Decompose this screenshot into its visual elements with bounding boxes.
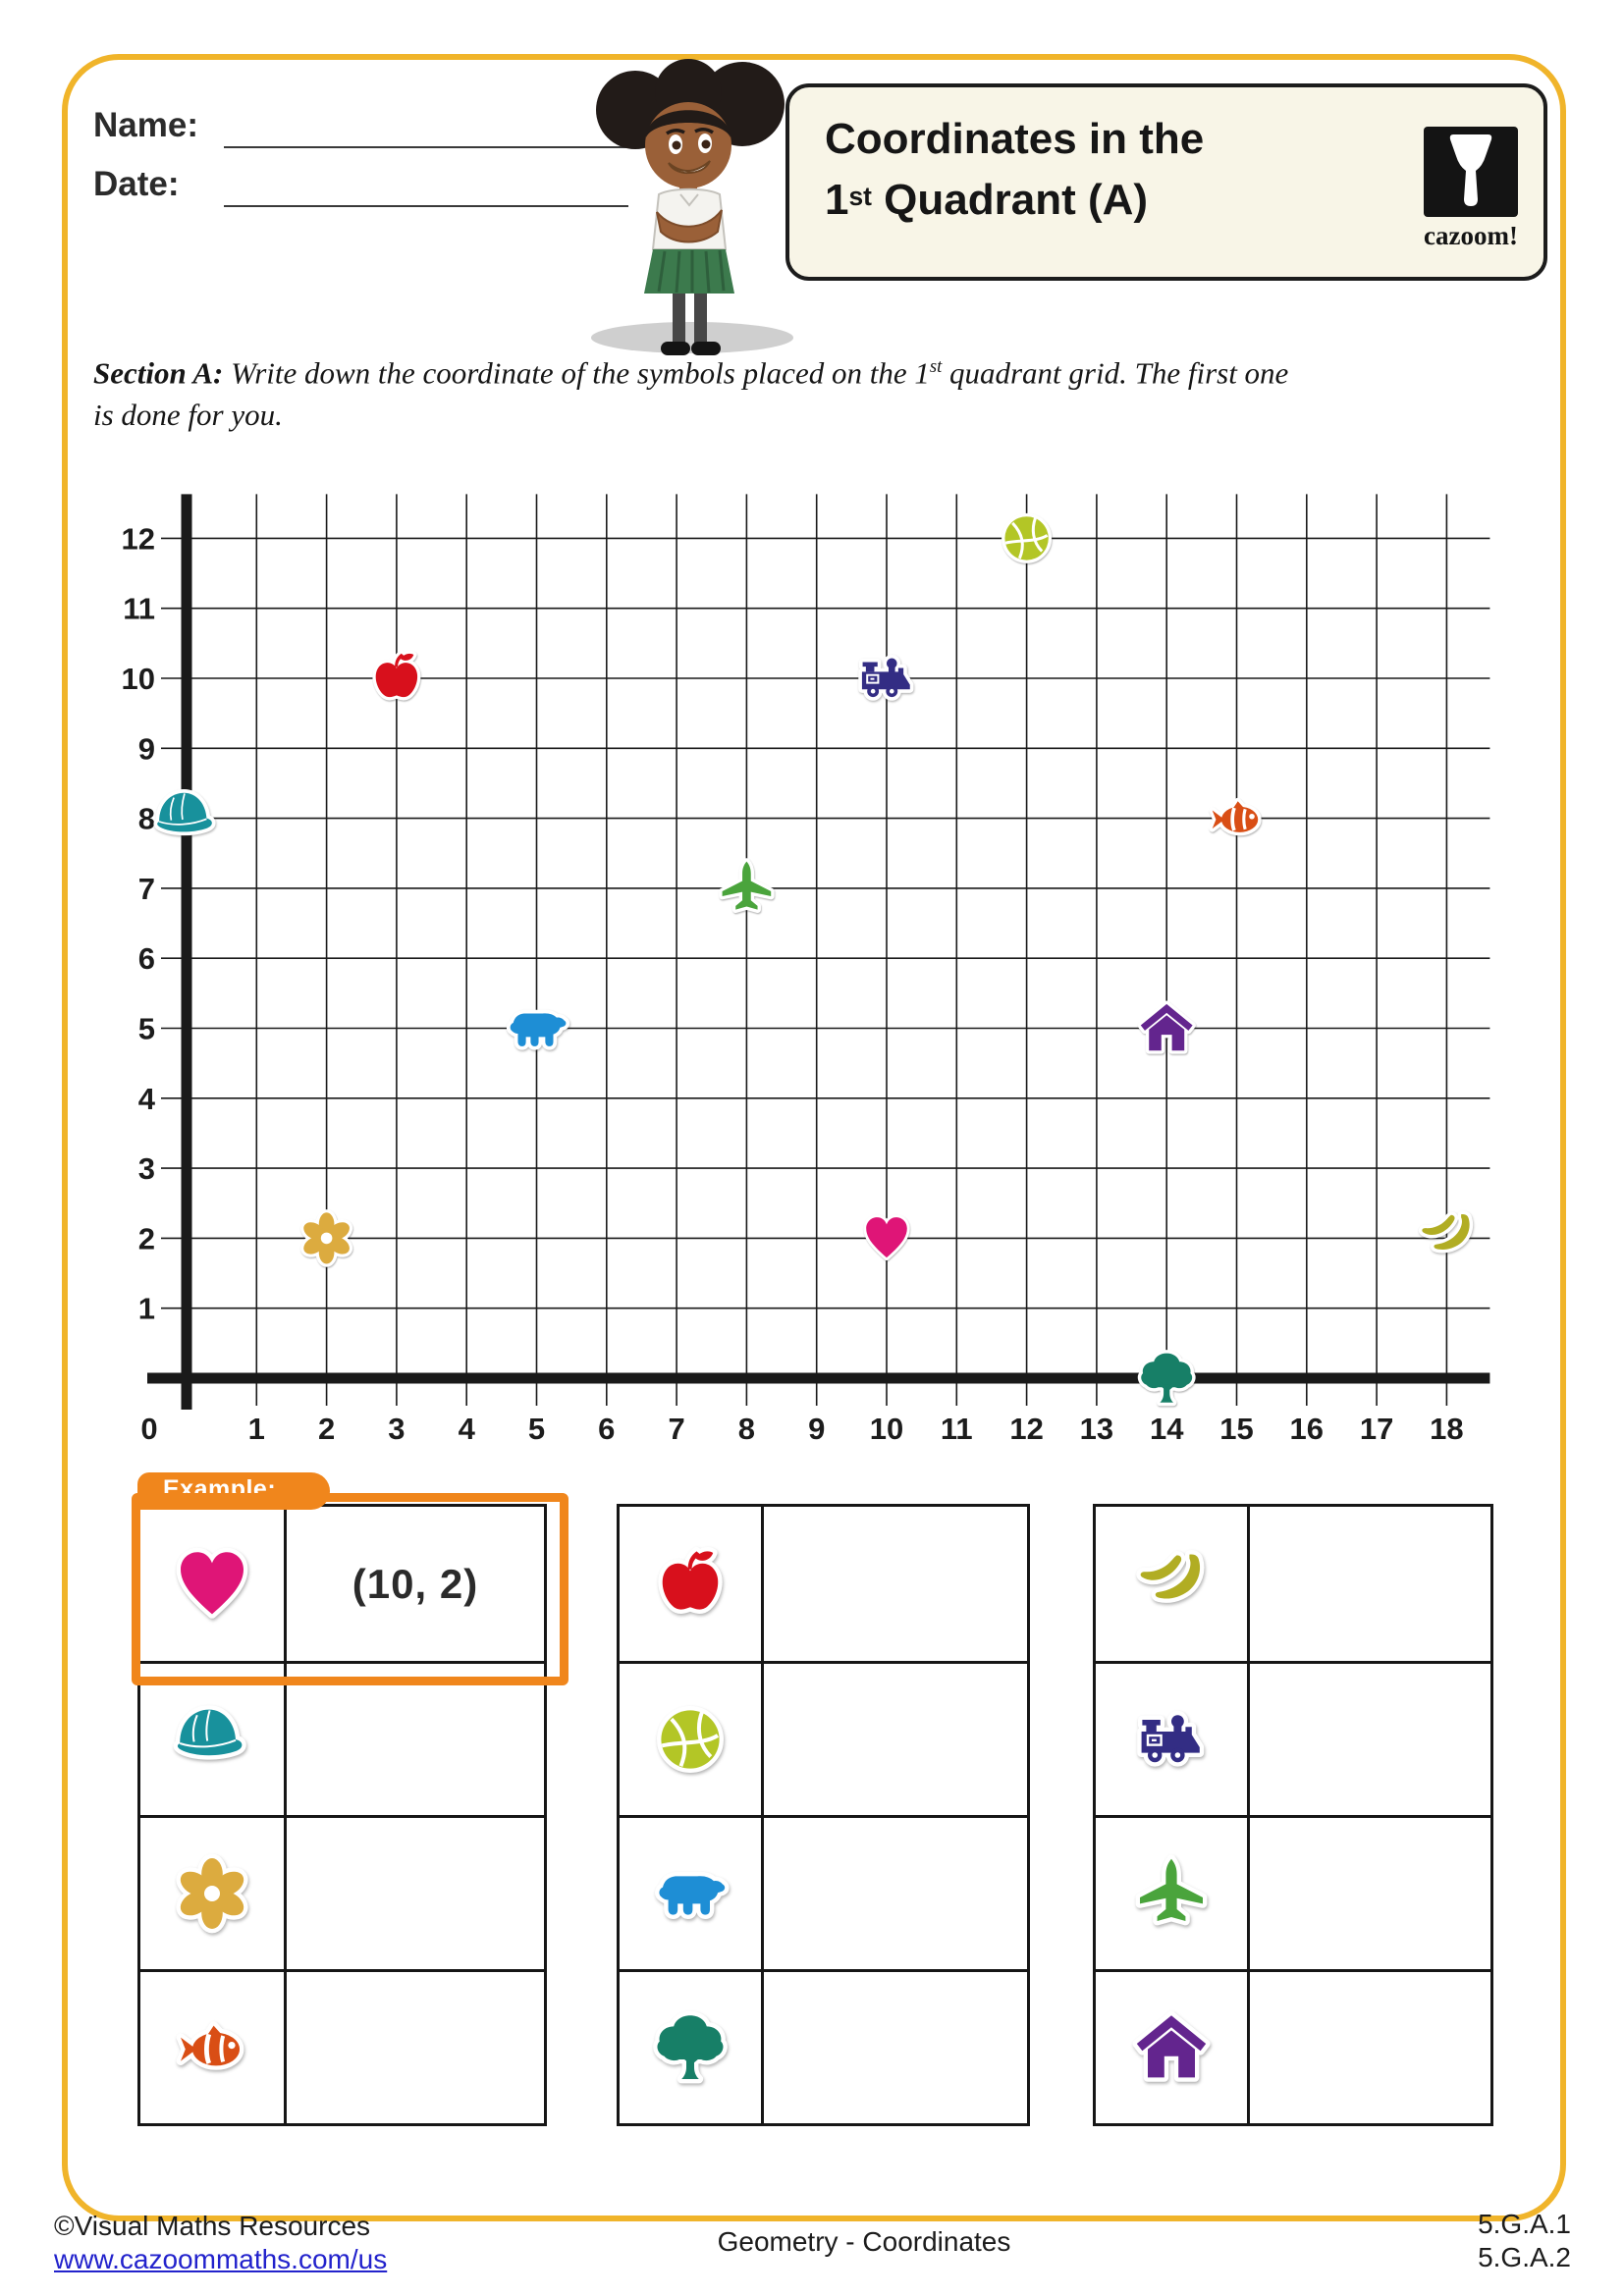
cazoom-logo-icon — [1424, 127, 1518, 217]
name-input-line[interactable] — [224, 145, 628, 148]
answer-cell-heart[interactable]: (10, 2) — [284, 1507, 544, 1661]
train-icon — [1137, 1710, 1205, 1767]
bear-icon — [655, 1871, 730, 1919]
date-input-line[interactable] — [224, 204, 628, 207]
date-label: Date: — [93, 165, 180, 203]
answer-table-1: (10, 2) — [137, 1504, 547, 2126]
symbol-cell-cap — [140, 1661, 284, 1815]
symbol-cell-apple — [620, 1507, 761, 1661]
footer-copyright: ©Visual Maths Resources — [54, 2211, 371, 2241]
footer-topic: Geometry - Coordinates — [717, 2226, 1011, 2257]
symbol-cell-bear — [620, 1815, 761, 1969]
symbol-cell-heart — [140, 1507, 284, 1661]
name-label: Name: — [93, 106, 198, 144]
answer-cell-apple[interactable] — [761, 1507, 1027, 1661]
answer-cell-train[interactable] — [1247, 1661, 1490, 1815]
fish-icon — [176, 2021, 244, 2070]
section-a-instructions: Section A: Write down the coordinate of … — [93, 355, 1289, 433]
symbol-cell-flower — [140, 1815, 284, 1969]
footer-link[interactable]: www.cazoommaths.com/us — [54, 2244, 388, 2274]
answer-cell-cap[interactable] — [284, 1661, 544, 1815]
symbol-cell-airplane — [1096, 1815, 1247, 1969]
student-illustration — [591, 59, 793, 355]
airplane-icon — [1135, 1854, 1208, 1926]
symbol-cell-basketball — [620, 1661, 761, 1815]
flower-icon — [176, 1853, 248, 1934]
apple-icon — [658, 1546, 723, 1614]
answer-cell-house[interactable] — [1247, 1969, 1490, 2123]
symbol-cell-fish — [140, 1969, 284, 2123]
answer-table-3 — [1093, 1504, 1493, 2126]
symbol-cell-banana — [1096, 1507, 1247, 1661]
cap-icon — [173, 1705, 246, 1760]
footer-standard-1: 5.G.A.1 — [1478, 2209, 1571, 2239]
tree-icon — [653, 2010, 728, 2084]
answer-cell-bear[interactable] — [761, 1815, 1027, 1969]
example-tab: Example: — [137, 1472, 330, 1510]
answer-cell-airplane[interactable] — [1247, 1815, 1490, 1969]
worksheet-title: Coordinates in the 1st Quadrant (A) — [825, 115, 1205, 224]
symbol-cell-tree — [620, 1969, 761, 2123]
footer-standard-2: 5.G.A.2 — [1478, 2242, 1571, 2272]
page-border — [62, 54, 1566, 2221]
house-icon — [1132, 2010, 1211, 2082]
answer-cell-flower[interactable] — [284, 1815, 544, 1969]
answer-cell-basketball[interactable] — [761, 1661, 1027, 1815]
banana-icon — [1136, 1549, 1205, 1603]
answer-cell-tree[interactable] — [761, 1969, 1027, 2123]
basketball-icon — [657, 1706, 724, 1773]
answer-cell-banana[interactable] — [1247, 1507, 1490, 1661]
answer-table-2 — [617, 1504, 1030, 2126]
symbol-cell-house — [1096, 1969, 1247, 2123]
heart-icon — [176, 1547, 248, 1619]
answer-cell-fish[interactable] — [284, 1969, 544, 2123]
cazoom-logo-text: cazoom! — [1424, 221, 1518, 250]
symbol-cell-train — [1096, 1661, 1247, 1815]
title-box: Coordinates in the 1st Quadrant (A) cazo… — [785, 83, 1547, 281]
